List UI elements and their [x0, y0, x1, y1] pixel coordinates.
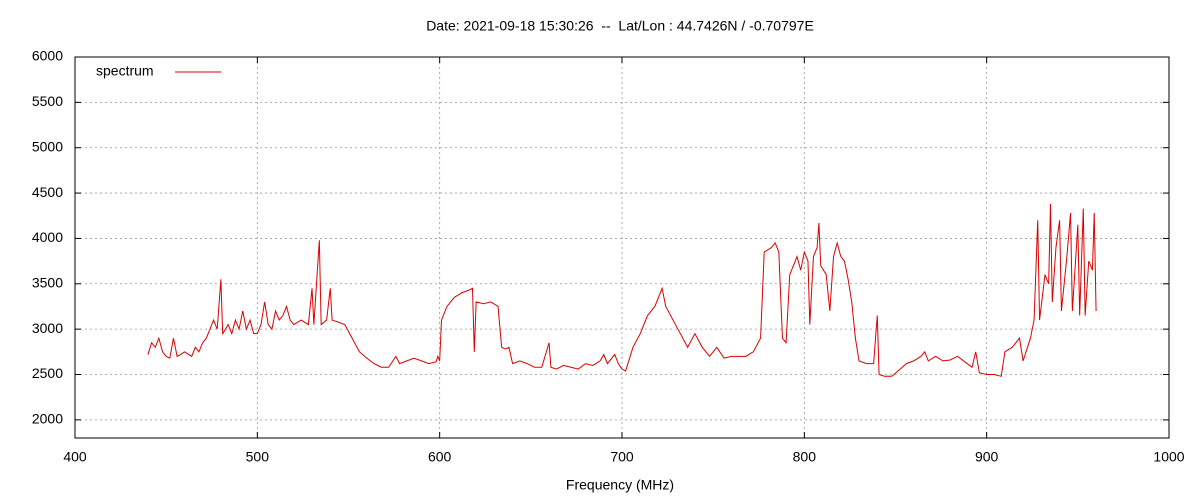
y-tick-label: 5000: [32, 138, 63, 154]
x-tick-label: 1000: [1153, 449, 1184, 465]
x-tick-label: 800: [793, 449, 817, 465]
x-tick-label: 400: [63, 449, 87, 465]
y-tick-label: 2500: [32, 365, 63, 381]
x-axis-label: Frequency (MHz): [566, 477, 674, 493]
x-tick-label: 600: [428, 449, 452, 465]
x-tick-label: 700: [610, 449, 634, 465]
chart-title: Date: 2021-09-18 15:30:26 -- Lat/Lon : 4…: [426, 18, 814, 34]
spectrum-line: [147, 203, 1097, 377]
y-tick-label: 3500: [32, 274, 63, 290]
x-tick-label: 500: [246, 449, 270, 465]
legend-label: spectrum: [96, 63, 154, 79]
plot-frame: [74, 56, 1170, 439]
y-tick-label: 5500: [32, 93, 63, 109]
y-tick-label: 2000: [32, 411, 63, 427]
y-tick-label: 3000: [32, 320, 63, 336]
y-tick-label: 6000: [32, 48, 63, 64]
y-tick-label: 4000: [32, 229, 63, 245]
y-tick-label: 4500: [32, 184, 63, 200]
x-tick-label: 900: [975, 449, 999, 465]
